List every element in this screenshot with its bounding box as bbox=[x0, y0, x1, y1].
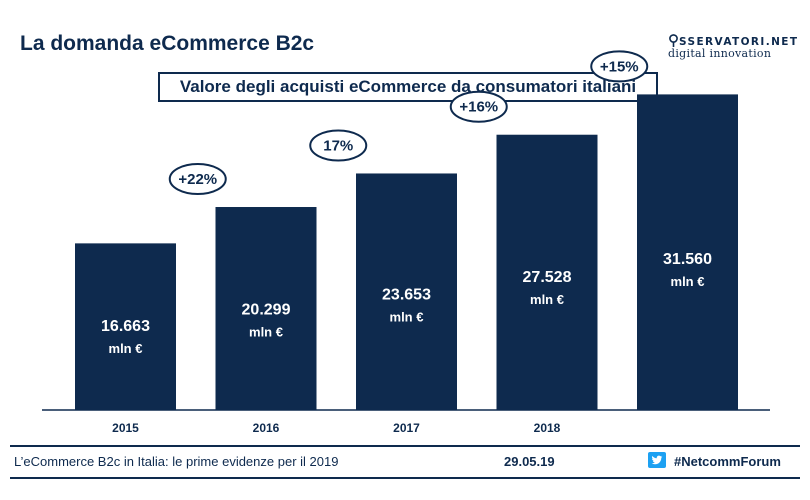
growth-badge bbox=[590, 50, 649, 83]
netcomm-hashtag[interactable]: #NetcommForum bbox=[674, 454, 781, 469]
x-tick-label: 2016 bbox=[253, 421, 280, 435]
chart-title: Valore degli acquisti eCommerce da consu… bbox=[158, 72, 658, 102]
x-tick-label: 2015 bbox=[112, 421, 139, 435]
data-label-value: 27.528 bbox=[523, 269, 572, 286]
logo-pin-icon bbox=[669, 34, 678, 47]
data-label-unit: mln € bbox=[390, 310, 424, 325]
data-label-unit: mln € bbox=[249, 325, 283, 340]
footer-date: 29.05.19 bbox=[504, 454, 555, 469]
data-label-value: 31.560 bbox=[663, 251, 712, 268]
data-label-unit: mln € bbox=[109, 341, 143, 356]
footer-divider-top bbox=[10, 445, 800, 447]
observatori-logo: SSERVATORI.NET digital innovation bbox=[668, 34, 804, 60]
bar-2017 bbox=[356, 173, 457, 410]
growth-label: +22% bbox=[178, 171, 217, 188]
growth-badge bbox=[449, 90, 508, 123]
growth-badge bbox=[168, 163, 227, 196]
x-tick-label: 2017 bbox=[393, 421, 420, 435]
data-label-unit: mln € bbox=[671, 274, 705, 289]
x-tick-label: 2018 bbox=[534, 421, 561, 435]
growth-label: +16% bbox=[459, 99, 498, 116]
bar-chart: 16.663 mln € 2015 20.299 mln € 2016 23.653 mln … bbox=[42, 50, 770, 435]
twitter-icon[interactable] bbox=[648, 452, 666, 468]
data-label-unit: mln € bbox=[530, 292, 564, 307]
bar-2018 bbox=[496, 134, 598, 410]
slide-title: La domanda eCommerce B2c bbox=[20, 32, 315, 55]
data-label-value: 20.299 bbox=[242, 302, 291, 319]
footer-divider-bottom bbox=[10, 477, 800, 479]
growth-label: +15% bbox=[600, 58, 639, 75]
bar-forecast bbox=[637, 94, 738, 411]
logo-line-2: digital innovation bbox=[668, 47, 772, 60]
bar-2015 bbox=[75, 243, 176, 410]
data-label-value: 23.653 bbox=[382, 287, 431, 304]
data-label-value: 16.663 bbox=[101, 318, 150, 335]
bar-2016 bbox=[215, 207, 317, 410]
logo-line-1: SSERVATORI.NET bbox=[668, 34, 804, 48]
growth-badge bbox=[309, 129, 368, 162]
footer-text: L’eCommerce B2c in Italia: le prime evid… bbox=[14, 454, 339, 469]
growth-label: 17% bbox=[323, 137, 353, 154]
